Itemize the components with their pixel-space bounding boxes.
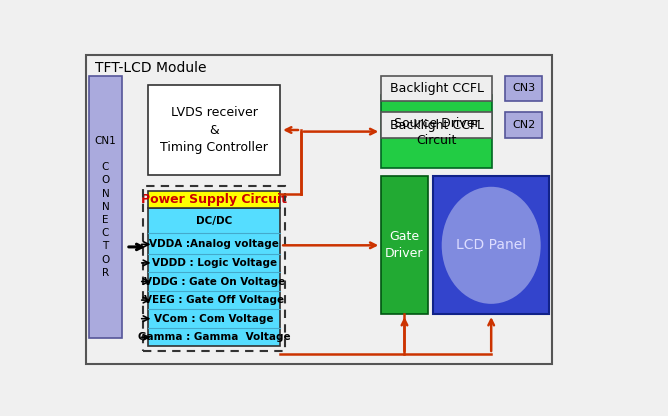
Bar: [381, 112, 492, 138]
Text: CN3: CN3: [512, 83, 535, 93]
Bar: [381, 176, 428, 314]
Text: Source Driver
Circuit: Source Driver Circuit: [394, 116, 480, 146]
Text: VDDG : Gate On Voltage: VDDG : Gate On Voltage: [144, 277, 285, 287]
Bar: [148, 85, 281, 175]
Bar: [148, 191, 281, 208]
Text: CN1
 
C
O
N
N
E
C
T
O
R: CN1 C O N N E C T O R: [95, 136, 116, 278]
Bar: [506, 112, 542, 138]
Bar: [381, 95, 492, 168]
Text: LVDS receiver
&
Timing Controller: LVDS receiver & Timing Controller: [160, 106, 268, 154]
Bar: [143, 186, 285, 351]
Text: Backlight CCFL: Backlight CCFL: [390, 119, 484, 132]
Text: VDDD : Logic Voltage: VDDD : Logic Voltage: [152, 258, 277, 268]
Ellipse shape: [442, 187, 540, 304]
Text: Gate
Driver: Gate Driver: [385, 230, 424, 260]
Text: VEEG : Gate Off Voltage: VEEG : Gate Off Voltage: [144, 295, 285, 305]
Text: Gamma : Gamma  Voltage: Gamma : Gamma Voltage: [138, 332, 291, 342]
Text: LCD Panel: LCD Panel: [456, 238, 526, 253]
Text: CN2: CN2: [512, 120, 535, 130]
Text: VDDA :Analog voltage: VDDA :Analog voltage: [149, 239, 279, 249]
Bar: [506, 76, 542, 101]
Bar: [433, 176, 550, 314]
Text: VCom : Com Voltage: VCom : Com Voltage: [154, 314, 274, 324]
Text: TFT-LCD Module: TFT-LCD Module: [95, 61, 206, 75]
Bar: [381, 76, 492, 101]
Bar: [148, 208, 281, 346]
Text: Power Supply Circuit: Power Supply Circuit: [141, 193, 287, 206]
Bar: [89, 76, 122, 338]
Text: DC/DC: DC/DC: [196, 216, 232, 226]
Text: Backlight CCFL: Backlight CCFL: [390, 82, 484, 95]
